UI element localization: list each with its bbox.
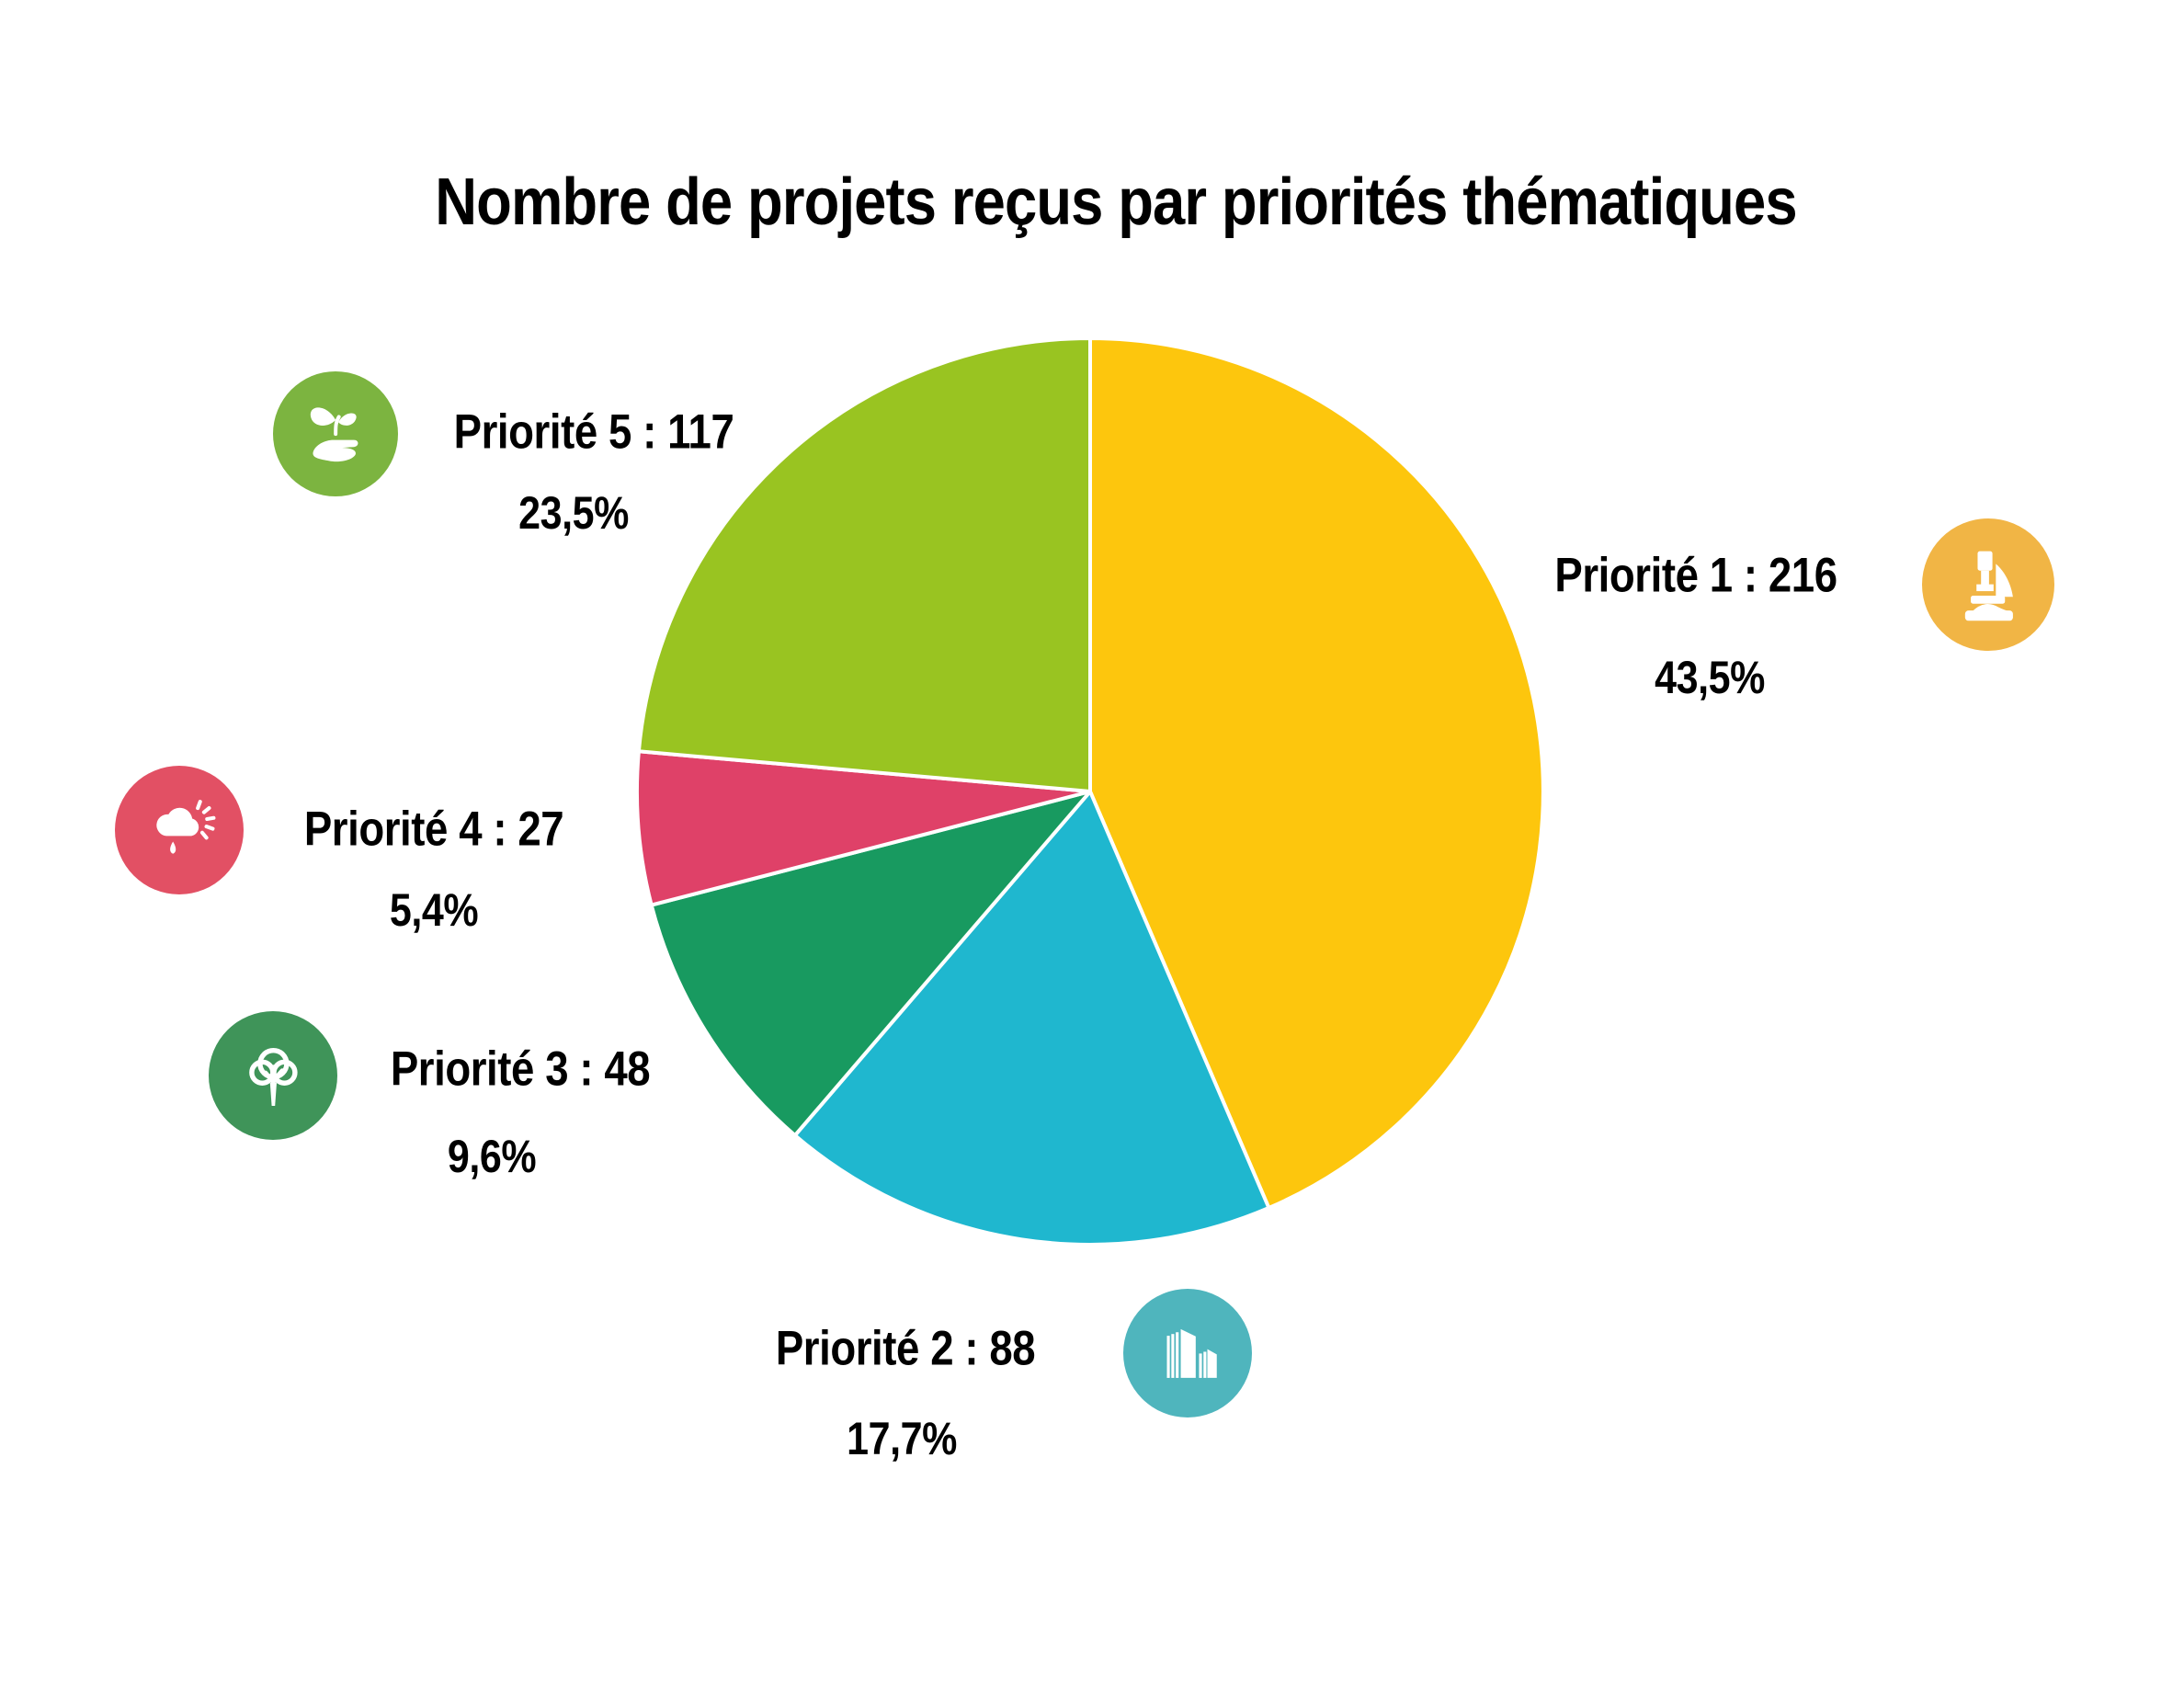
microscope-icon — [1965, 552, 2014, 621]
legend-label-priorite-3: Priorité 3 : 48 — [390, 1042, 651, 1097]
buildings-icon — [1166, 1328, 1217, 1378]
legend-label-priorite-4: Priorité 4 : 27 — [303, 802, 564, 857]
pie-chart — [635, 336, 1545, 1247]
legend-label-priorite-5: Priorité 5 : 117 — [453, 404, 734, 460]
pie-slice-priorite-5 — [636, 336, 1092, 793]
legend-percent-priorite-4: 5,4% — [389, 884, 479, 936]
pie-slice-priorite-1 — [1088, 336, 1545, 1210]
legend-percent-priorite-3: 9,6% — [447, 1131, 537, 1182]
legend-icon-badge-priorite-1 — [1922, 518, 2054, 651]
legend-percent-priorite-5: 23,5% — [518, 487, 629, 539]
legend-percent-priorite-1: 43,5% — [1655, 652, 1765, 703]
hand-seedling-icon — [310, 407, 358, 462]
chart-title: Nombre de projets reçus par priorités th… — [435, 165, 1797, 239]
legend-icon-badge-priorite-4 — [115, 766, 244, 894]
legend-label-priorite-2: Priorité 2 : 88 — [775, 1321, 1036, 1376]
legend-icon-badge-priorite-5 — [273, 371, 398, 496]
tree-icon — [248, 1047, 298, 1106]
cloud-sun-rain-icon — [155, 799, 216, 854]
legend-percent-priorite-2: 17,7% — [847, 1413, 957, 1464]
legend-icon-badge-priorite-3 — [209, 1011, 337, 1140]
legend-icon-badge-priorite-2 — [1123, 1289, 1252, 1417]
pie-slice-priorite-4 — [635, 749, 1092, 907]
pie-slice-priorite-2 — [792, 790, 1271, 1247]
legend-label-priorite-1: Priorité 1 : 216 — [1554, 548, 1837, 603]
